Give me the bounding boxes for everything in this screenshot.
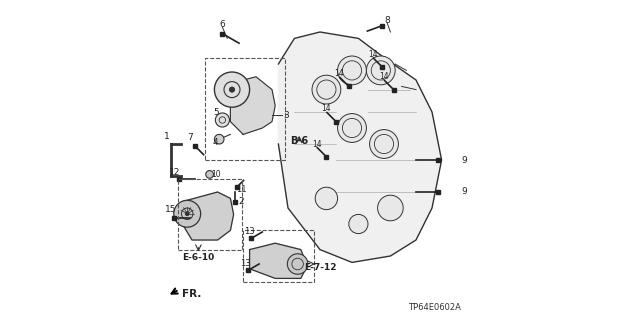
Circle shape <box>186 212 189 216</box>
Polygon shape <box>182 192 234 240</box>
Text: FR.: FR. <box>182 289 201 299</box>
Circle shape <box>174 200 201 227</box>
Text: 3: 3 <box>284 111 289 120</box>
Circle shape <box>214 134 224 144</box>
Text: 9: 9 <box>461 188 467 196</box>
Circle shape <box>366 56 395 85</box>
Text: 8: 8 <box>385 16 390 25</box>
Circle shape <box>338 56 367 85</box>
Text: 14: 14 <box>321 104 332 113</box>
Text: 14: 14 <box>379 72 389 81</box>
Text: 5: 5 <box>213 108 219 116</box>
Text: 13: 13 <box>244 227 254 236</box>
Text: 7: 7 <box>188 133 193 142</box>
Circle shape <box>349 214 368 234</box>
Circle shape <box>312 75 340 104</box>
Text: E-6-10: E-6-10 <box>182 253 214 262</box>
Bar <box>243 230 314 282</box>
Polygon shape <box>250 243 307 278</box>
Circle shape <box>287 254 308 274</box>
Text: 1: 1 <box>164 132 170 140</box>
Text: 14: 14 <box>368 50 378 59</box>
Bar <box>178 179 242 250</box>
Text: 15: 15 <box>166 205 177 214</box>
Text: 14: 14 <box>312 140 322 148</box>
Text: 14: 14 <box>334 69 344 78</box>
Circle shape <box>230 87 235 92</box>
Circle shape <box>378 195 403 221</box>
Bar <box>205 58 285 160</box>
Text: 9: 9 <box>461 156 467 164</box>
Text: 12: 12 <box>169 168 180 177</box>
Text: 6: 6 <box>220 20 225 28</box>
Text: 2: 2 <box>239 197 244 206</box>
Circle shape <box>215 113 230 127</box>
Circle shape <box>370 130 399 158</box>
Text: 13: 13 <box>241 259 251 268</box>
Circle shape <box>315 187 338 210</box>
Text: 11: 11 <box>236 185 247 194</box>
Circle shape <box>206 171 214 178</box>
Text: B-6: B-6 <box>290 136 308 146</box>
Text: 4: 4 <box>212 138 218 147</box>
Circle shape <box>338 114 367 142</box>
Polygon shape <box>230 77 275 134</box>
Text: E-7-12: E-7-12 <box>304 263 336 272</box>
Circle shape <box>214 72 250 107</box>
Polygon shape <box>278 32 442 262</box>
Text: 10: 10 <box>211 170 221 179</box>
Text: TP64E0602A: TP64E0602A <box>408 303 461 312</box>
